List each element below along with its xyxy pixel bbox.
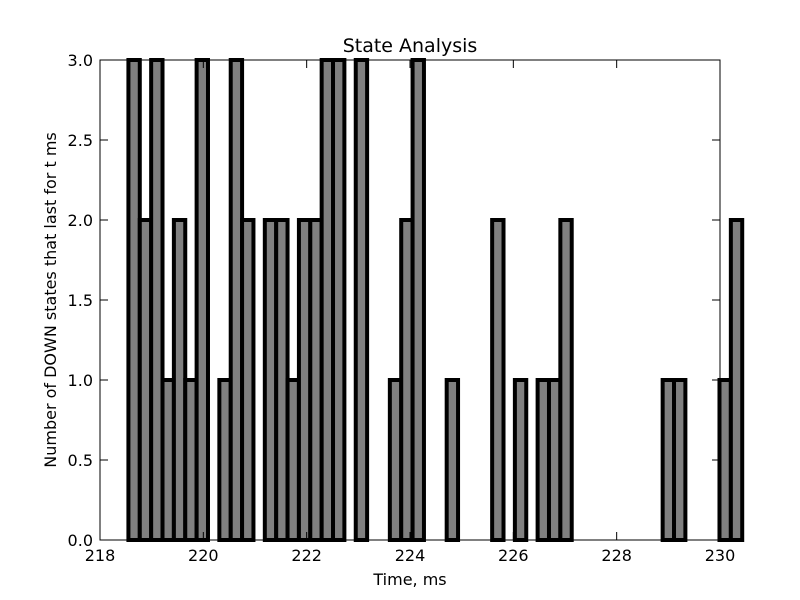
histogram-bar — [444, 378, 461, 542]
x-axis-label: Time, ms — [372, 570, 446, 589]
x-ticks: 218 220 222 224 226 228 230 — [85, 60, 736, 565]
y-tick-label: 0.0 — [68, 531, 93, 550]
x-tick-label: 230 — [705, 546, 736, 565]
y-ticks: 0.0 0.5 1.0 1.5 2.0 2.5 3.0 — [68, 51, 720, 550]
histogram-bar — [672, 378, 688, 542]
histogram-bar — [558, 218, 574, 542]
y-tick-label: 1.5 — [68, 291, 93, 310]
y-tick-label: 2.5 — [68, 131, 93, 150]
x-tick-label: 220 — [188, 546, 219, 565]
x-tick-label: 222 — [291, 546, 322, 565]
histogram-bar — [512, 378, 529, 542]
histogram-bar — [353, 58, 370, 542]
x-tick-label: 226 — [498, 546, 529, 565]
y-tick-label: 3.0 — [68, 51, 93, 70]
y-axis-label: Number of DOWN states that last for t ms — [41, 132, 60, 468]
y-tick-label: 2.0 — [68, 211, 93, 230]
bars-group — [126, 58, 745, 542]
histogram-bar — [490, 218, 506, 542]
x-tick-label: 228 — [601, 546, 632, 565]
histogram-bar — [194, 58, 210, 542]
histogram-bar — [410, 58, 426, 542]
y-tick-label: 1.0 — [68, 371, 93, 390]
y-tick-label: 0.5 — [68, 451, 93, 470]
chart-title: State Analysis — [343, 35, 478, 57]
x-tick-label: 218 — [85, 546, 116, 565]
x-tick-label: 224 — [395, 546, 426, 565]
histogram-bar — [728, 218, 745, 542]
histogram-bar — [331, 58, 347, 542]
histogram-bar — [240, 218, 256, 542]
